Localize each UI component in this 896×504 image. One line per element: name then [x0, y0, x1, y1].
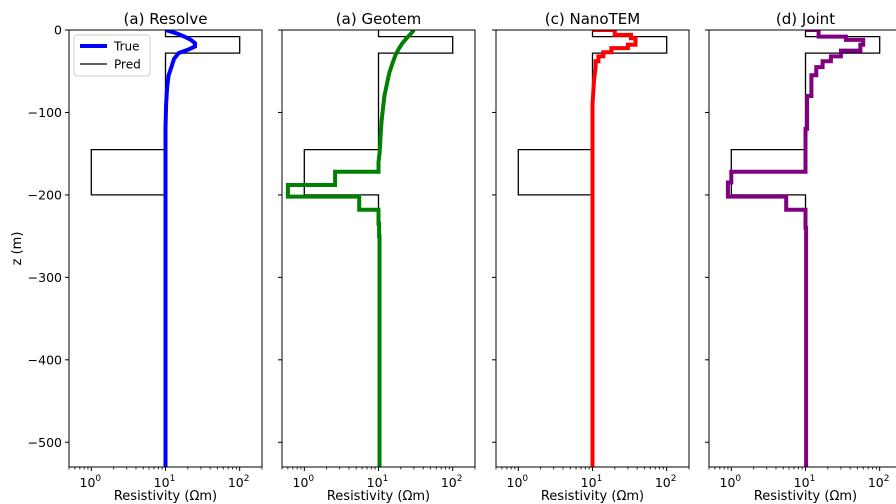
panel-title: (a) Geotem [336, 10, 421, 28]
panel-title: (a) Resolve [124, 10, 208, 28]
legend-label: Pred [114, 58, 141, 72]
y-tick-label: 0 [54, 23, 62, 38]
y-tick-label: −200 [28, 187, 62, 202]
x-axis-label: Resistivity (Ωm) [327, 489, 430, 504]
x-axis-label: Resistivity (Ωm) [541, 489, 644, 504]
x-tick-label: 102 [228, 474, 250, 490]
plot-area [725, 30, 881, 467]
y-tick-label: −500 [28, 435, 62, 450]
x-tick-label: 100 [720, 474, 742, 490]
y-tick-label: −400 [28, 352, 62, 367]
x-tick-label: 101 [581, 474, 603, 490]
plot-area [90, 30, 241, 467]
series-line-true [590, 30, 638, 467]
x-tick-label: 102 [441, 474, 463, 490]
panel-2: (a) Geotem 100 101 102 Resistivity (Ωm) [278, 10, 476, 504]
x-tick-label: 100 [507, 474, 529, 490]
panel-1: (a) Resolve 0 −100 −200 −300 −400 −500 100 101 10… [10, 10, 263, 504]
panel-title: (d) Joint [776, 10, 835, 28]
plot-area [285, 30, 454, 467]
axes-frame [708, 29, 896, 468]
x-tick-label: 100 [80, 474, 102, 490]
x-tick-label: 102 [655, 474, 677, 490]
legend-label: True [113, 40, 140, 54]
x-tick-label: 100 [293, 474, 315, 490]
legend: True Pred [73, 34, 151, 77]
plot-area [517, 30, 668, 467]
y-tick-label: −100 [28, 105, 62, 120]
panel-3: (c) NanoTEM 100 101 102 Resistivity (Ωm) [492, 10, 690, 504]
x-axis-label: Resistivity (Ωm) [754, 489, 857, 504]
x-tick-label: 101 [154, 474, 176, 490]
series-line-true [285, 30, 416, 467]
y-axis-label: z (m) [10, 232, 25, 266]
x-axis-label: Resistivity (Ωm) [114, 489, 217, 504]
series-line-true [725, 30, 866, 467]
panel-4: (d) Joint 100 101 102 Resistivity (Ωm) [705, 10, 896, 504]
x-tick-label: 102 [868, 474, 890, 490]
series-line-true [163, 30, 197, 467]
x-tick-label: 101 [367, 474, 389, 490]
panel-title: (c) NanoTEM [545, 10, 640, 28]
y-tick-label: −300 [28, 270, 62, 285]
x-tick-label: 101 [794, 474, 816, 490]
